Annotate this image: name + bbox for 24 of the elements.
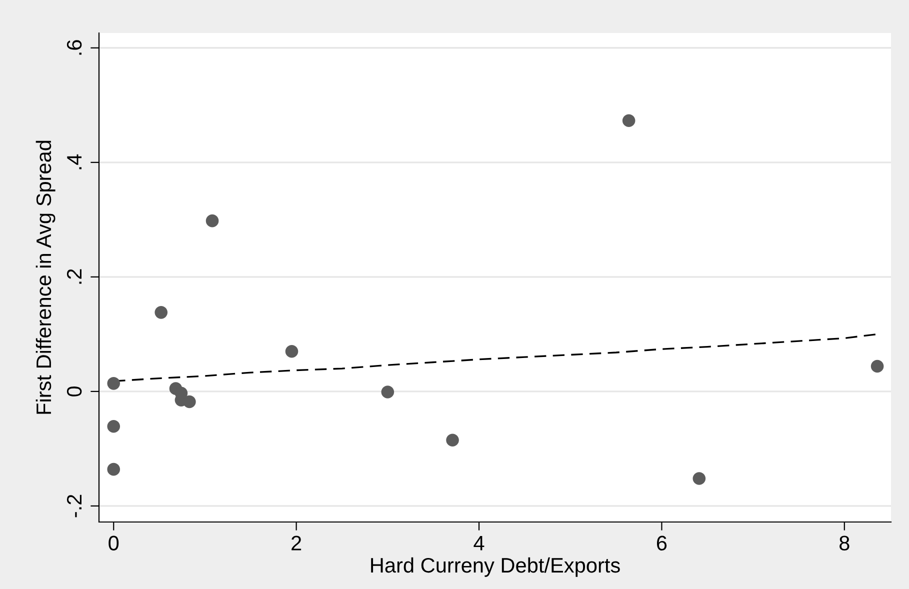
point <box>107 377 120 390</box>
point <box>622 114 636 128</box>
y-tick-label: 0 <box>66 386 82 396</box>
point <box>870 360 884 373</box>
x-tick-label: 4 <box>474 536 484 550</box>
point <box>381 386 394 398</box>
point <box>206 214 219 228</box>
y-tick-label: -.2 <box>66 494 82 518</box>
point <box>107 462 120 476</box>
point <box>183 395 196 408</box>
y-axis-title: First Difference in Avg Spread <box>36 140 56 414</box>
x-tick-label: 8 <box>840 536 850 550</box>
x-tick-label: 2 <box>292 536 302 550</box>
x-axis-title: Hard Curreny Debt/Exports <box>371 557 620 577</box>
y-tick-label: .4 <box>67 154 82 170</box>
point <box>154 306 168 319</box>
y-tick-label: .2 <box>66 269 82 284</box>
x-tick-label: 0 <box>108 536 119 550</box>
point <box>692 472 706 485</box>
point <box>107 420 120 433</box>
point <box>285 344 298 358</box>
point <box>446 434 459 447</box>
y-tick-label: .6 <box>66 40 82 55</box>
x-tick-label: 6 <box>656 536 667 550</box>
